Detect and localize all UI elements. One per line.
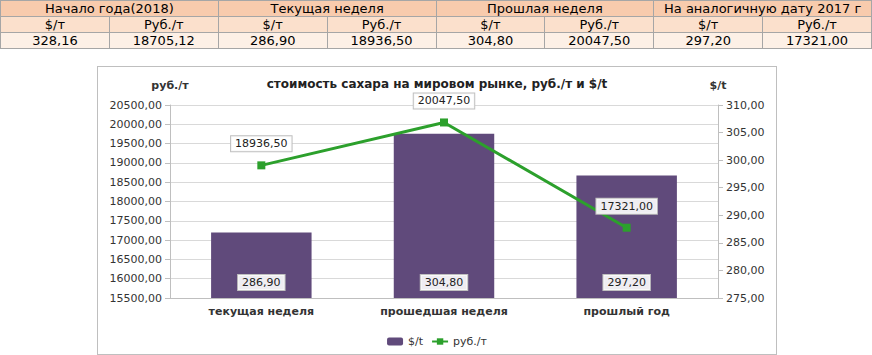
svg-text:304,80: 304,80 bbox=[425, 276, 464, 289]
svg-text:297,20: 297,20 bbox=[607, 276, 646, 289]
svg-text:275,00: 275,00 bbox=[726, 292, 765, 305]
html-text:Руб./т: Руб./т bbox=[579, 17, 620, 32]
html-text:$/т: $/т bbox=[44, 17, 65, 32]
html-text:18936,50: 18936,50 bbox=[350, 33, 413, 48]
svg-text:310,00: 310,00 bbox=[726, 99, 765, 112]
svg-text:285,00: 285,00 bbox=[726, 236, 765, 249]
svg-text:280,00: 280,00 bbox=[726, 264, 765, 277]
svg-text:19500,00: 19500,00 bbox=[110, 137, 163, 150]
svg-text:$/t: $/t bbox=[408, 335, 424, 348]
html-text:18705,12: 18705,12 bbox=[132, 33, 195, 48]
html-text:297,20: 297,20 bbox=[685, 33, 731, 48]
svg-text:прошлый год: прошлый год bbox=[583, 305, 670, 318]
svg-text:текущая неделя: текущая неделя bbox=[209, 305, 314, 318]
svg-text:20000,00: 20000,00 bbox=[110, 118, 163, 131]
svg-text:прошедшая неделя: прошедшая неделя bbox=[380, 305, 508, 318]
html-text:Прошлая неделя: Прошлая неделя bbox=[487, 1, 603, 16]
svg-text:18500,00: 18500,00 bbox=[110, 176, 163, 189]
svg-text:16500,00: 16500,00 bbox=[110, 253, 163, 266]
svg-text:стоимость сахара на мировом ры: стоимость сахара на мировом рынке, руб./… bbox=[267, 77, 608, 91]
html-text:$/т: $/т bbox=[262, 17, 283, 32]
html-text:20047,50: 20047,50 bbox=[568, 33, 631, 48]
svg-text:18000,00: 18000,00 bbox=[110, 195, 163, 208]
svg-text:286,90: 286,90 bbox=[242, 276, 281, 289]
html-text:Руб./т: Руб./т bbox=[361, 17, 402, 32]
svg-text:16000,00: 16000,00 bbox=[110, 272, 163, 285]
svg-text:20500,00: 20500,00 bbox=[110, 99, 163, 112]
svg-text:295,00: 295,00 bbox=[726, 181, 765, 194]
html-text:Руб./т: Руб./т bbox=[797, 17, 837, 32]
html-text:328,16: 328,16 bbox=[32, 33, 78, 48]
svg-text:17000,00: 17000,00 bbox=[110, 234, 163, 247]
svg-text:$/t: $/t bbox=[710, 79, 727, 92]
svg-text:300,00: 300,00 bbox=[726, 154, 765, 167]
svg-text:20047,50: 20047,50 bbox=[418, 94, 471, 107]
html-text:Начало года(2018): Начало года(2018) bbox=[45, 1, 174, 16]
svg-text:305,00: 305,00 bbox=[726, 126, 765, 139]
html-text:304,80: 304,80 bbox=[467, 33, 514, 48]
svg-text:17500,00: 17500,00 bbox=[110, 214, 163, 227]
svg-text:руб./т: руб./т bbox=[151, 79, 189, 92]
html-text:$/т: $/т bbox=[480, 17, 501, 32]
html-text:На аналогичную дату 2017 г: На аналогичную дату 2017 г bbox=[664, 1, 862, 16]
svg-text:15500,00: 15500,00 bbox=[110, 292, 163, 305]
html-text:Текущая неделя: Текущая неделя bbox=[270, 1, 384, 16]
svg-text:руб./т: руб./т bbox=[453, 335, 487, 348]
html-text:286,90: 286,90 bbox=[249, 33, 296, 48]
html-text:17321,00: 17321,00 bbox=[786, 33, 849, 48]
html-text:Руб./т: Руб./т bbox=[144, 17, 184, 32]
svg-text:17321,00: 17321,00 bbox=[600, 200, 653, 213]
svg-text:19000,00: 19000,00 bbox=[110, 156, 163, 169]
svg-text:290,00: 290,00 bbox=[726, 209, 765, 222]
html-text:$/т: $/т bbox=[698, 17, 719, 32]
svg-text:18936,50: 18936,50 bbox=[235, 137, 288, 150]
